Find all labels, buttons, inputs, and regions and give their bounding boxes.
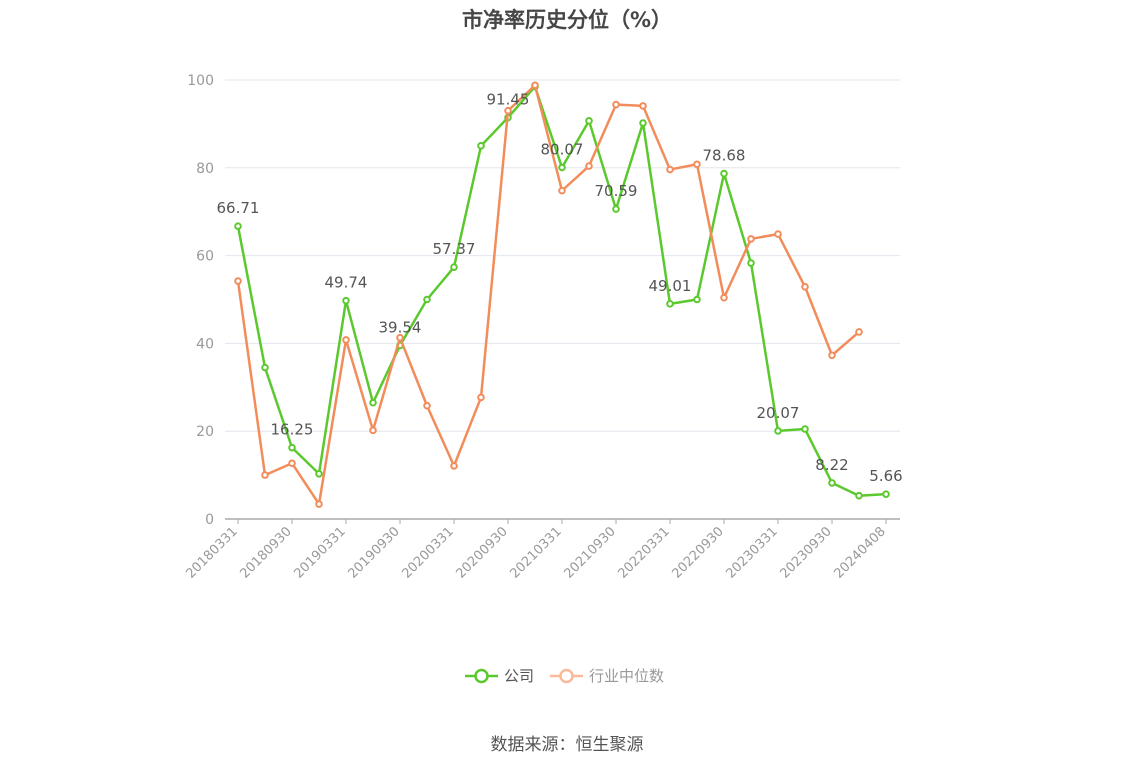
x-tick-label: 20230331 — [723, 524, 780, 581]
industry-data-point — [558, 186, 566, 195]
x-tick-label: 20210930 — [561, 524, 618, 581]
company-data-point — [315, 469, 323, 478]
company-data-point — [423, 295, 431, 304]
y-tick-label: 60 — [196, 249, 214, 265]
legend-label: 公司 — [504, 667, 534, 685]
x-tick-label: 20210331 — [507, 524, 564, 581]
industry-data-point — [828, 351, 836, 360]
x-tick-label: 20220930 — [669, 524, 726, 581]
x-tick-label: 20180930 — [237, 524, 294, 581]
data-label: 57.37 — [433, 240, 476, 258]
industry-data-point — [801, 282, 809, 291]
company-data-point — [585, 117, 593, 125]
data-label: 16.25 — [271, 421, 314, 439]
data-label: 39.54 — [379, 318, 422, 336]
company-data-point — [882, 490, 890, 498]
grid-layer — [225, 79, 900, 432]
industry-data-point — [747, 235, 755, 243]
data-label-layer: 66.71 16.25 49.74 39.54 57.37 91.45 80.07 70.59… — [217, 91, 903, 486]
source-note: 数据来源：恒生聚源 — [490, 735, 644, 755]
data-label: 5.66 — [869, 467, 902, 485]
company-data-point — [288, 443, 296, 452]
legend-marker-icon — [559, 668, 574, 684]
data-label: 49.01 — [649, 277, 692, 295]
company-data-point — [558, 163, 566, 172]
industry-data-point — [234, 277, 242, 285]
company-data-point — [720, 169, 728, 178]
company-data-point — [261, 363, 269, 372]
y-tick-label: 40 — [196, 336, 214, 352]
legend-item-industry[interactable]: 行业中位数 — [550, 667, 664, 685]
x-tick-label: 20190930 — [345, 524, 402, 581]
legend-marker-icon — [474, 668, 489, 684]
company-data-point — [342, 296, 350, 305]
data-label: 78.68 — [703, 147, 746, 165]
y-tick-label: 0 — [205, 512, 214, 528]
industry-data-point — [477, 393, 485, 402]
x-tick-label: 20230930 — [777, 524, 834, 581]
data-label: 70.59 — [595, 182, 638, 200]
x-tick-label: 20220331 — [615, 524, 672, 581]
company-data-point — [369, 398, 377, 407]
company-data-point — [801, 425, 809, 433]
industry-data-point — [423, 401, 431, 410]
company-data-point — [693, 295, 701, 304]
x-tick-label: 20180331 — [183, 524, 240, 581]
data-label: 66.71 — [217, 199, 260, 217]
y-tick-label: 80 — [196, 161, 214, 177]
industry-data-point — [261, 471, 269, 479]
chart-title: 市净率历史分位（%） — [461, 8, 673, 32]
y-tick-label: 20 — [196, 424, 214, 440]
y-tick-label: 100 — [187, 73, 214, 89]
series-layer — [234, 81, 890, 508]
company-data-point — [747, 259, 755, 267]
industry-data-point — [531, 81, 539, 90]
industry-data-point — [288, 459, 296, 468]
industry-data-point — [342, 336, 350, 344]
data-label: 49.74 — [325, 274, 368, 292]
industry-data-point — [450, 462, 458, 470]
industry-data-point — [666, 165, 674, 174]
industry-data-point — [720, 293, 728, 302]
x-tick-label: 20200331 — [399, 524, 456, 581]
legend[interactable]: 公司 行业中位数 — [465, 667, 664, 685]
industry-data-point — [639, 102, 647, 110]
company-data-point — [828, 479, 836, 487]
company-data-point — [450, 263, 458, 271]
legend-item-company[interactable]: 公司 — [465, 667, 534, 685]
company-data-point — [666, 300, 674, 308]
data-label: 20.07 — [757, 404, 800, 422]
industry-data-point — [315, 500, 323, 508]
x-tick-label: 20240408 — [831, 524, 888, 581]
company-data-point — [855, 491, 863, 500]
industry-data-point — [585, 162, 593, 170]
industry-data-point — [369, 426, 377, 435]
industry-data-point — [855, 328, 863, 336]
x-tick-label: 20190331 — [291, 524, 348, 581]
industry-data-point — [612, 100, 620, 109]
industry-data-point — [396, 333, 404, 342]
data-label: 91.45 — [487, 91, 530, 109]
industry-series-line — [236, 84, 860, 506]
company-data-point — [612, 205, 620, 213]
industry-data-point — [774, 230, 782, 238]
legend-label: 行业中位数 — [589, 667, 664, 685]
company-data-point — [477, 142, 485, 150]
company-data-point — [639, 119, 647, 127]
company-data-point — [234, 222, 242, 230]
data-label: 8.22 — [815, 456, 848, 474]
industry-data-point — [504, 106, 512, 115]
company-data-point — [774, 427, 782, 435]
industry-data-point — [693, 160, 701, 169]
data-label: 80.07 — [541, 140, 584, 158]
x-tick-label: 20200930 — [453, 524, 510, 581]
